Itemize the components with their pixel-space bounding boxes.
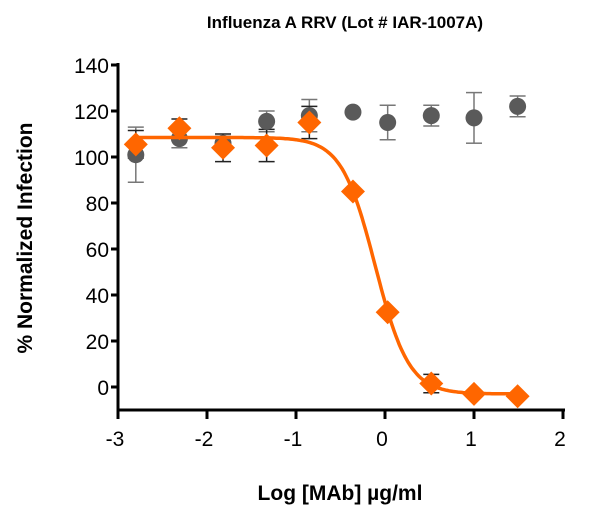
y-tick-label: 60: [86, 239, 109, 262]
x-axis-label: Log [MAb] µg/ml: [258, 482, 423, 505]
control-point: [379, 114, 397, 131]
antibody-point: [167, 116, 192, 141]
antibody-point: [505, 384, 530, 409]
y-tick-label: 100: [74, 147, 109, 170]
antibody-point: [123, 132, 148, 157]
x-tick-label: -2: [195, 428, 214, 451]
x-tick-label: 1: [465, 428, 477, 451]
y-tick-label: 140: [74, 55, 109, 78]
y-tick-label: 20: [86, 331, 109, 354]
y-axis-label: % Normalized Infection: [14, 122, 37, 353]
fit-curve: [135, 135, 517, 396]
antibody-point: [297, 110, 322, 135]
y-tick-label: 0: [97, 377, 109, 400]
antibody-point: [254, 133, 279, 158]
y-tick-label: 120: [74, 101, 109, 124]
antibody-point: [462, 381, 486, 406]
control-point: [258, 112, 276, 130]
chart-title: Influenza A RRV (Lot # IAR-1007A): [207, 13, 483, 32]
antibody-point: [419, 371, 444, 396]
x-tick-label: -1: [284, 428, 303, 451]
control-point: [465, 109, 483, 127]
control-point: [509, 97, 527, 115]
x-tick-label: 0: [376, 428, 388, 451]
x-tick-label: 2: [554, 428, 566, 451]
control-point: [422, 107, 440, 125]
data-marks: [123, 91, 530, 409]
y-tick-label: 40: [86, 285, 109, 308]
antibody-point: [375, 300, 400, 325]
antibody-point: [211, 135, 236, 160]
x-tick-label: -3: [106, 428, 125, 451]
y-tick-label: 80: [86, 193, 109, 216]
antibody-point: [340, 179, 365, 204]
control-point: [344, 103, 362, 121]
